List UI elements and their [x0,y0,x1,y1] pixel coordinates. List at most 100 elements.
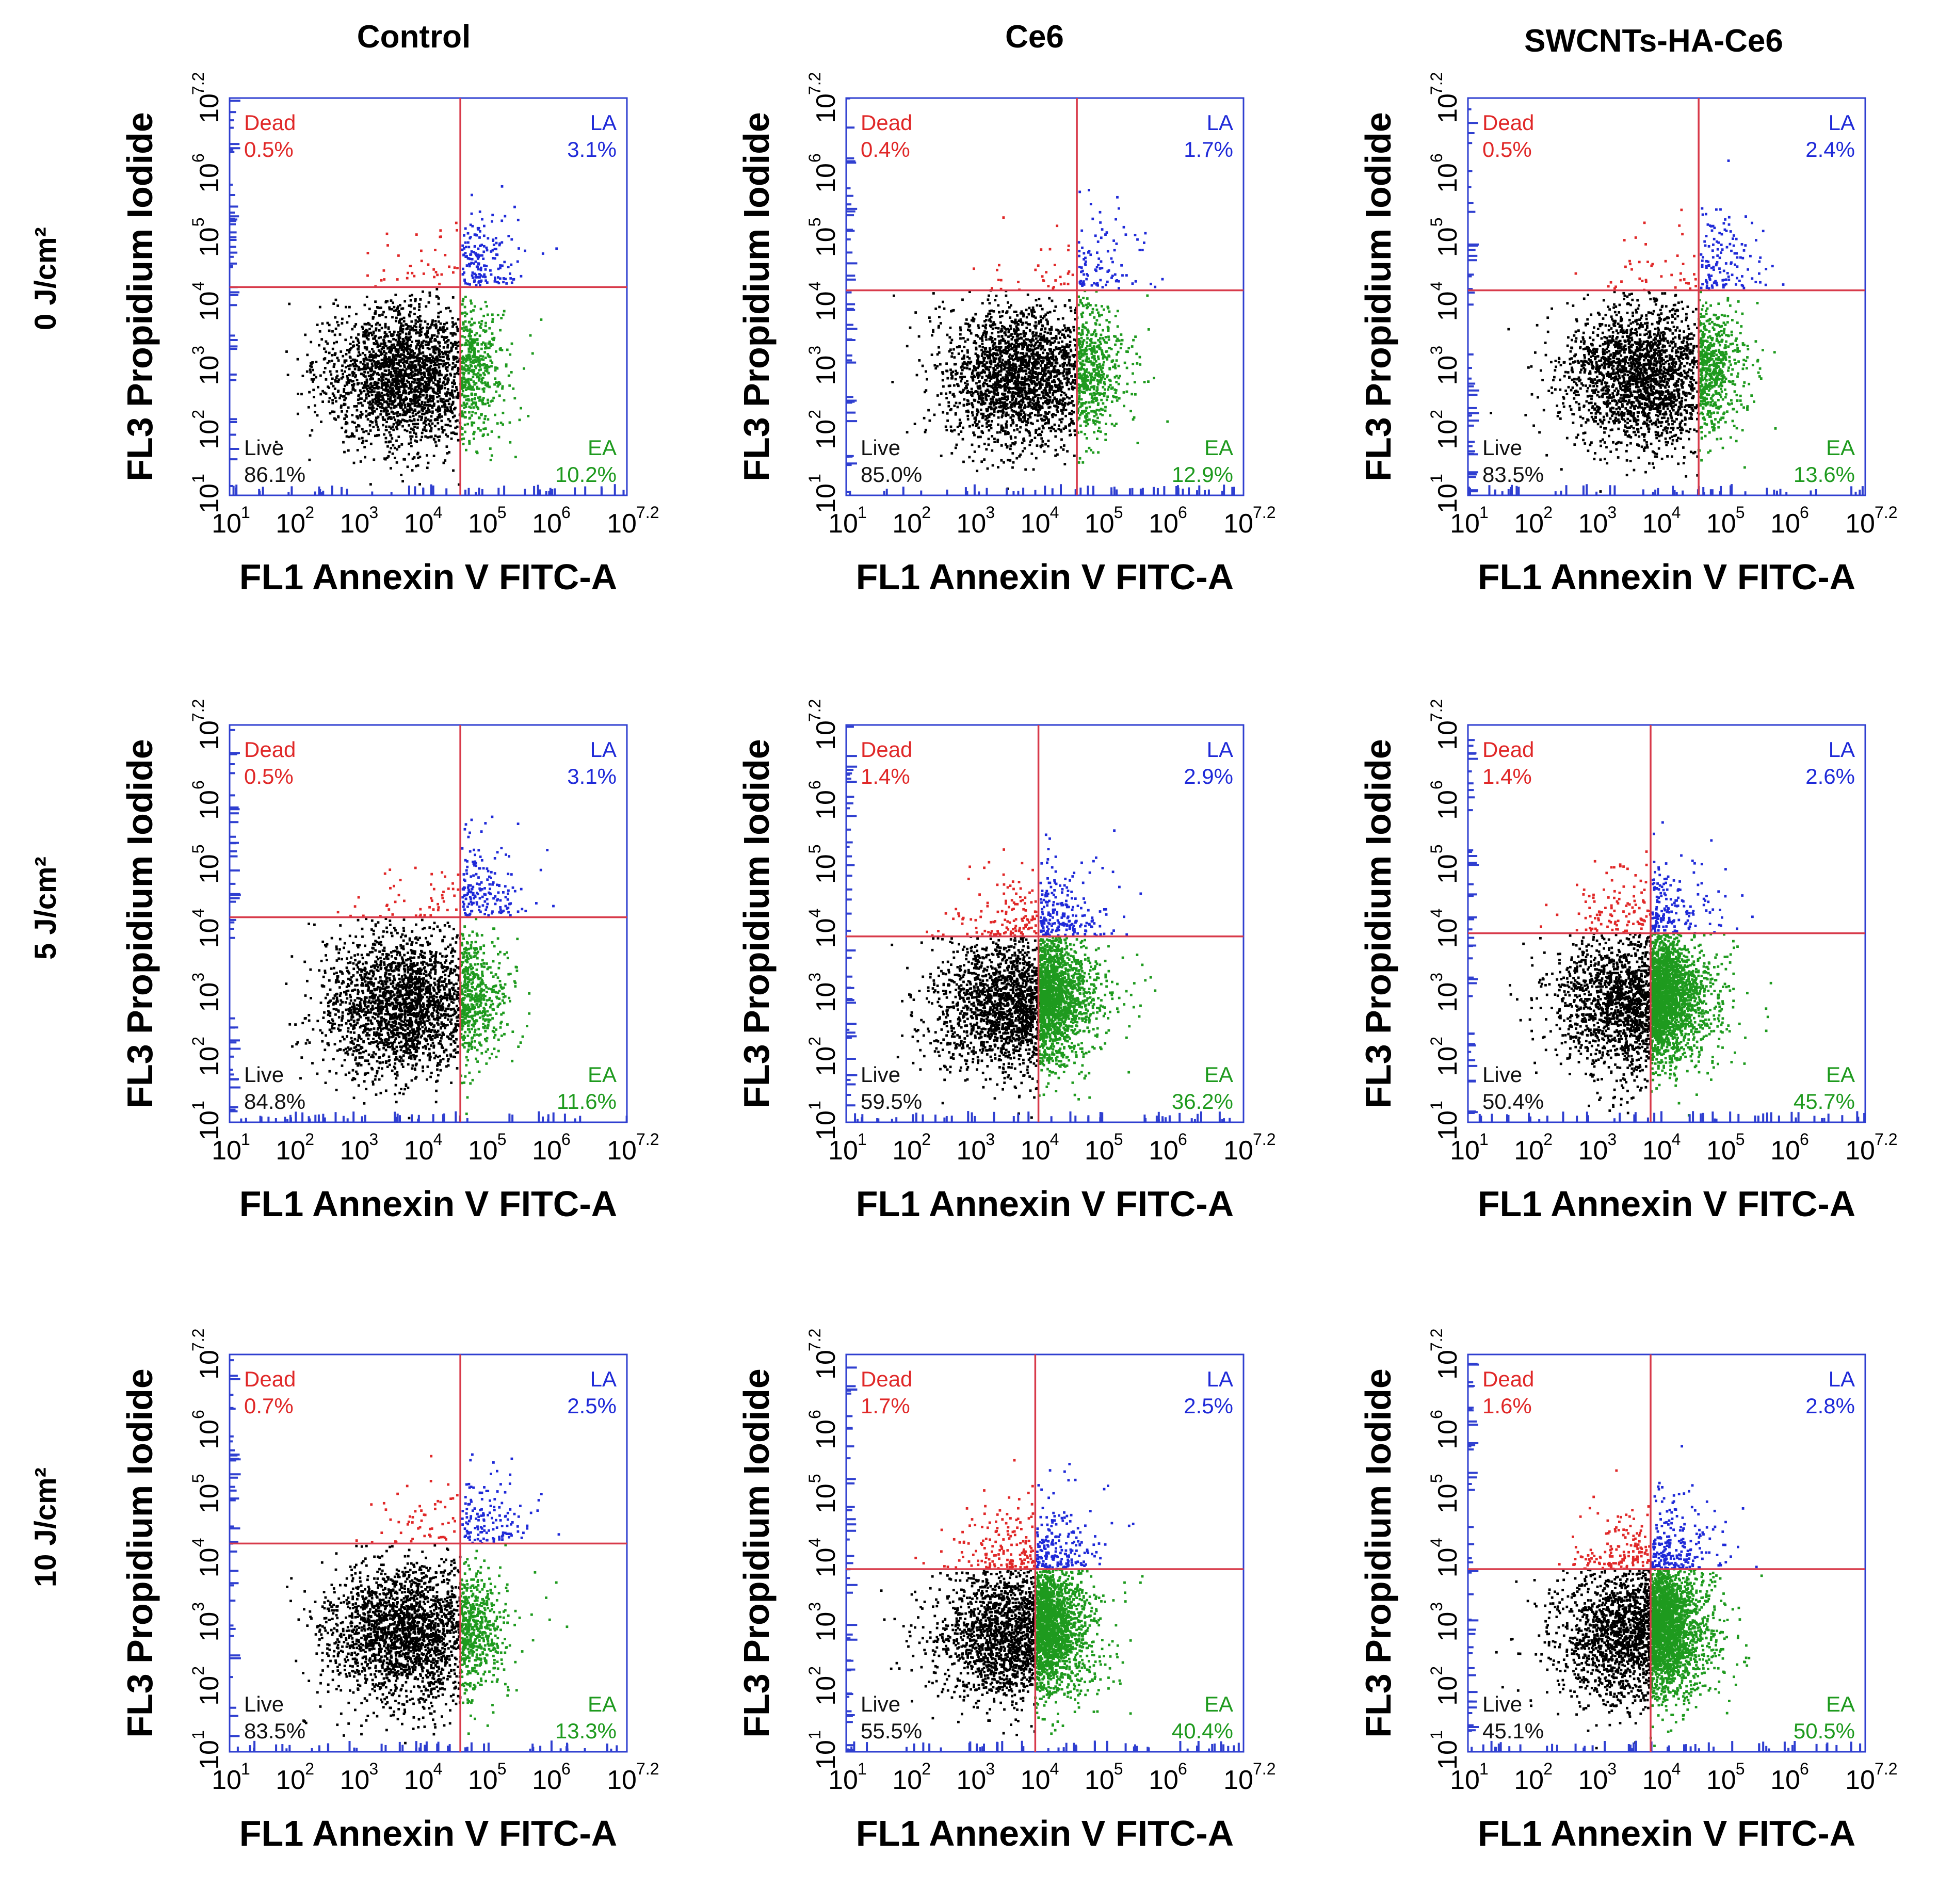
scatter-point [456,389,458,391]
scatter-point [365,440,368,442]
scatter-point [409,431,412,434]
scatter-point [449,420,451,423]
scatter-point [313,396,315,398]
scatter-point [419,378,422,380]
scatter-point [393,423,395,426]
scatter-point [360,361,362,364]
scatter-point [498,436,500,439]
scatter-point [451,366,454,369]
scatter-point [402,378,405,381]
scatter-point [405,333,408,335]
scatter-point [359,353,362,356]
scatter-point [380,343,383,345]
scatter-point [395,320,397,322]
scatter-point [379,367,382,370]
scatter-point [442,365,445,367]
scatter-point [336,304,339,307]
scatter-point [457,392,460,395]
scatter-point [455,357,457,360]
scatter-point [419,324,422,326]
scatter-point [309,434,312,437]
scatter-point [414,300,417,302]
scatter-point [442,352,444,355]
scatter-point [414,423,417,425]
scatter-point [389,451,391,454]
scatter-point [398,445,400,448]
scatter-point [437,332,440,335]
scatter-point [385,383,388,385]
scatter-point [451,343,454,345]
scatter-point [372,399,374,401]
scatter-point [444,413,447,416]
scatter-point [297,393,299,395]
scatter-point [367,393,369,395]
scatter-point [340,350,342,353]
scatter-point [408,453,410,456]
scatter-point [333,411,335,413]
scatter-point [468,411,471,414]
scatter-point [421,413,424,415]
scatter-point [377,426,379,428]
scatter-point [344,338,347,341]
scatter-point [375,323,378,326]
scatter-point [381,382,383,385]
scatter-point [509,422,511,424]
scatter-point [443,346,445,349]
scatter-point [428,404,431,407]
scatter-point [321,400,324,403]
scatter-point [478,321,480,324]
scatter-point [375,353,377,356]
scatter-point [426,368,428,371]
scatter-point [453,379,455,382]
scatter-point [334,397,337,399]
scatter-point [425,341,428,343]
scatter-point [420,418,423,421]
scatter-point [419,352,422,355]
scatter-point [397,351,400,353]
scatter-point [396,377,399,380]
scatter-point [398,388,401,391]
scatter-point [310,341,312,344]
scatter-point [454,432,456,435]
scatter-point [395,317,398,319]
scatter-point [454,382,456,385]
scatter-point [494,414,496,416]
scatter-point [432,388,434,390]
scatter-point [306,353,309,356]
scatter-point [345,397,347,399]
scatter-point [355,426,358,429]
scatter-point [403,320,406,322]
scatter-point [400,474,402,476]
scatter-point [375,421,378,423]
column-header-ce6: Ce6 [1005,19,1064,55]
scatter-point [373,458,375,461]
scatter-point [392,353,394,356]
scatter-point [340,405,343,407]
scatter-point [371,394,374,396]
scatter-point [451,321,454,324]
scatter-point [432,395,434,398]
scatter-point [332,385,335,388]
scatter-point [337,416,340,418]
scatter-point [414,319,417,322]
scatter-point [314,405,316,407]
scatter-point [300,393,303,395]
scatter-point [369,424,372,427]
scatter-point [463,329,465,332]
scatter-point [449,406,452,409]
scatter-point [385,411,388,414]
scatter-point [480,348,483,350]
scatter-point [332,348,334,350]
scatter-point [457,318,460,321]
scatter-point [385,413,388,416]
scatter-point [377,346,379,348]
scatter-point [334,334,336,336]
scatter-point [345,415,348,418]
scatter-point [380,279,383,282]
scatter-point [427,383,430,385]
column-header-control: Control [357,19,471,55]
scatter-point [446,391,449,394]
scatter-point [434,434,437,437]
scatter-point [425,334,427,336]
scatter-point [368,395,370,397]
